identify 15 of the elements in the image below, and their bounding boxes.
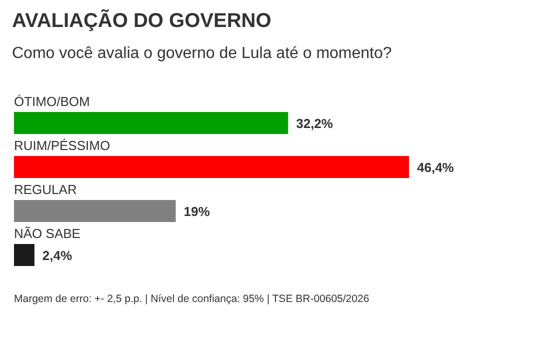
data-label: 2,4%	[42, 248, 73, 263]
bar	[14, 112, 288, 134]
data-label: 32,2%	[296, 116, 334, 131]
bar	[14, 156, 409, 178]
text: Margem de erro: +- 2,5 p.p. | Nível de confiança: 95% | TSE BR-00605/2026	[14, 293, 370, 305]
bar	[14, 200, 176, 222]
y-tick-label: NÃO SABE	[14, 226, 81, 241]
chart-title: AVALIAÇÃO DO GOVERNO	[12, 9, 272, 32]
chart-subtitle: Como você avalia o governo de Lula até o momento?	[12, 45, 392, 62]
bar	[14, 244, 34, 266]
y-tick-label: REGULAR	[14, 182, 77, 197]
y-tick-label: RUIM/PÉSSIMO	[14, 138, 110, 153]
y-tick-label: ÓTIMO/BOM	[14, 94, 90, 109]
data-label: 19%	[184, 204, 210, 219]
data-label: 46,4%	[417, 160, 454, 175]
